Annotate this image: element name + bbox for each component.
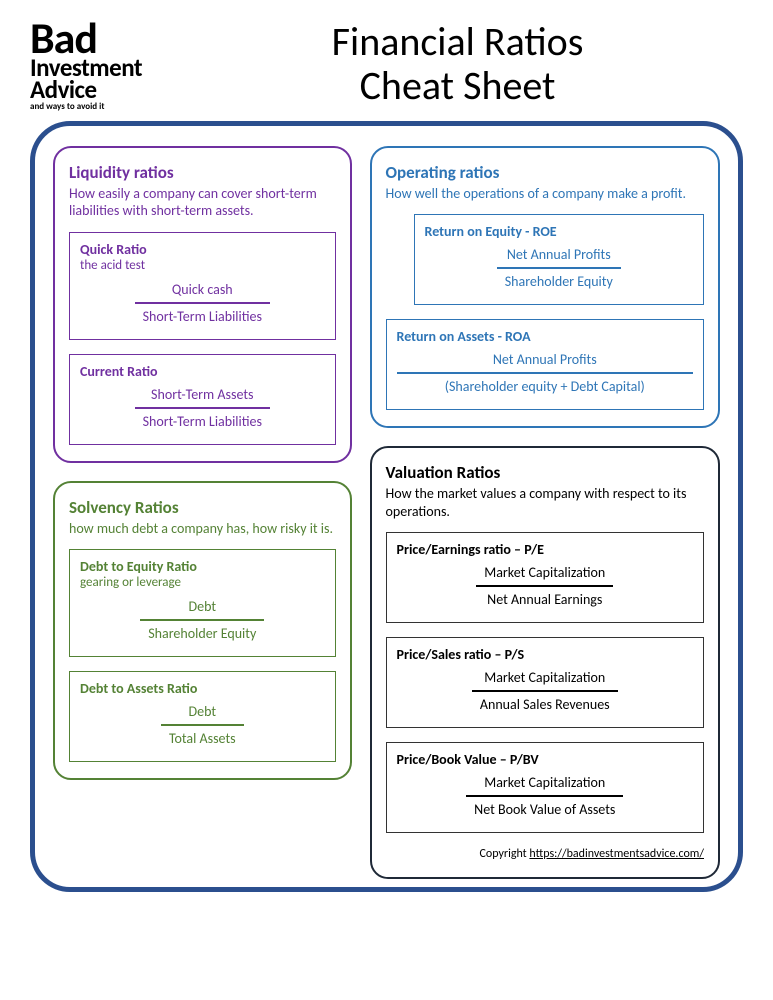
right-column: Operating ratios How well the operations… xyxy=(370,146,720,880)
ratio-debt-assets: Debt to Assets Ratio Debt Total Assets xyxy=(69,671,336,762)
numerator: Market Capitalization xyxy=(476,562,613,583)
ratio-debt-equity: Debt to Equity Ratio gearing or leverage… xyxy=(69,549,336,657)
denominator: Net Book Value of Assets xyxy=(466,799,623,820)
denominator: Annual Sales Revenues xyxy=(472,694,618,715)
ratio-title: Debt to Assets Ratio xyxy=(80,680,325,697)
left-column: Liquidity ratios How easily a company ca… xyxy=(53,146,352,880)
main-frame: Liquidity ratios How easily a company ca… xyxy=(30,121,743,893)
numerator: Net Annual Profits xyxy=(485,349,605,370)
valuation-desc: How the market values a company with res… xyxy=(386,485,704,520)
fraction: Market Capitalization Net Annual Earning… xyxy=(476,562,613,610)
ratio-title: Return on Assets - ROA xyxy=(397,328,693,345)
ratio-current: Current Ratio Short-Term Assets Short-Te… xyxy=(69,354,336,445)
header: Bad Investment Advice and ways to avoid … xyxy=(30,20,743,111)
denominator: (Shareholder equity + Debt Capital) xyxy=(437,376,653,397)
title-line1: Financial Ratios xyxy=(172,20,743,64)
solvency-desc: how much debt a company has, how risky i… xyxy=(69,520,336,538)
ratio-title: Current Ratio xyxy=(80,363,325,380)
section-solvency: Solvency Ratios how much debt a company … xyxy=(53,481,352,781)
copyright-label: Copyright xyxy=(479,847,529,861)
ratio-pbv: Price/Book Value – P/BV Market Capitaliz… xyxy=(386,742,704,833)
liquidity-title: Liquidity ratios xyxy=(69,162,336,183)
logo-sub: and ways to avoid it xyxy=(30,103,142,111)
denominator: Short-Term Liabilities xyxy=(135,306,270,327)
fraction: Market Capitalization Net Book Value of … xyxy=(466,772,623,820)
ratio-title: Price/Sales ratio – P/S xyxy=(397,646,693,663)
ratio-title: Price/Earnings ratio – P/E xyxy=(397,541,693,558)
fraction-line xyxy=(497,267,621,269)
numerator: Net Annual Profits xyxy=(499,244,619,265)
logo: Bad Investment Advice and ways to avoid … xyxy=(30,20,142,111)
fraction-line xyxy=(397,372,693,374)
fraction-line xyxy=(140,619,264,621)
ratio-title: Price/Book Value – P/BV xyxy=(397,751,693,768)
numerator: Short-Term Assets xyxy=(143,384,261,405)
solvency-title: Solvency Ratios xyxy=(69,497,336,518)
fraction-line xyxy=(466,795,623,797)
ratio-sub: the acid test xyxy=(80,258,325,273)
page-title: Financial Ratios Cheat Sheet xyxy=(172,20,743,108)
fraction: Market Capitalization Annual Sales Reven… xyxy=(472,667,618,715)
denominator: Short-Term Liabilities xyxy=(135,411,270,432)
fraction-line xyxy=(161,724,244,726)
numerator: Quick cash xyxy=(164,279,241,300)
section-liquidity: Liquidity ratios How easily a company ca… xyxy=(53,146,352,463)
ratio-quick: Quick Ratio the acid test Quick cash Sho… xyxy=(69,232,336,340)
section-operating: Operating ratios How well the operations… xyxy=(370,146,720,429)
ratio-roa: Return on Assets - ROA Net Annual Profit… xyxy=(386,319,704,410)
fraction: Net Annual Profits (Shareholder equity +… xyxy=(397,349,693,397)
ratio-pe: Price/Earnings ratio – P/E Market Capita… xyxy=(386,532,704,623)
fraction: Net Annual Profits Shareholder Equity xyxy=(497,244,621,292)
ratio-title: Debt to Equity Ratio xyxy=(80,558,325,575)
fraction-line xyxy=(472,690,618,692)
fraction-line xyxy=(135,407,270,409)
logo-line3: Advice xyxy=(30,79,142,100)
ratio-ps: Price/Sales ratio – P/S Market Capitaliz… xyxy=(386,637,704,728)
numerator: Market Capitalization xyxy=(476,772,613,793)
ratio-roe: Return on Equity - ROE Net Annual Profit… xyxy=(414,214,704,305)
fraction: Debt Shareholder Equity xyxy=(140,596,264,644)
liquidity-desc: How easily a company can cover short-ter… xyxy=(69,185,336,220)
fraction-line xyxy=(135,302,270,304)
denominator: Total Assets xyxy=(161,728,244,749)
copyright: Copyright https://badinvestmentsadvice.c… xyxy=(386,847,704,861)
numerator: Debt xyxy=(180,596,224,617)
denominator: Shareholder Equity xyxy=(497,271,621,292)
copyright-url[interactable]: https://badinvestmentsadvice.com/ xyxy=(529,847,704,861)
ratio-sub: gearing or leverage xyxy=(80,575,325,590)
fraction: Debt Total Assets xyxy=(161,701,244,749)
operating-title: Operating ratios xyxy=(386,162,704,183)
fraction: Quick cash Short-Term Liabilities xyxy=(135,279,270,327)
valuation-title: Valuation Ratios xyxy=(386,462,704,483)
numerator: Debt xyxy=(180,701,224,722)
ratio-title: Return on Equity - ROE xyxy=(425,223,693,240)
operating-desc: How well the operations of a company mak… xyxy=(386,185,704,203)
fraction: Short-Term Assets Short-Term Liabilities xyxy=(135,384,270,432)
denominator: Shareholder Equity xyxy=(140,623,264,644)
denominator: Net Annual Earnings xyxy=(479,589,610,610)
title-line2: Cheat Sheet xyxy=(172,64,743,108)
ratio-title: Quick Ratio xyxy=(80,241,325,258)
fraction-line xyxy=(476,585,613,587)
numerator: Market Capitalization xyxy=(476,667,613,688)
section-valuation: Valuation Ratios How the market values a… xyxy=(370,446,720,879)
